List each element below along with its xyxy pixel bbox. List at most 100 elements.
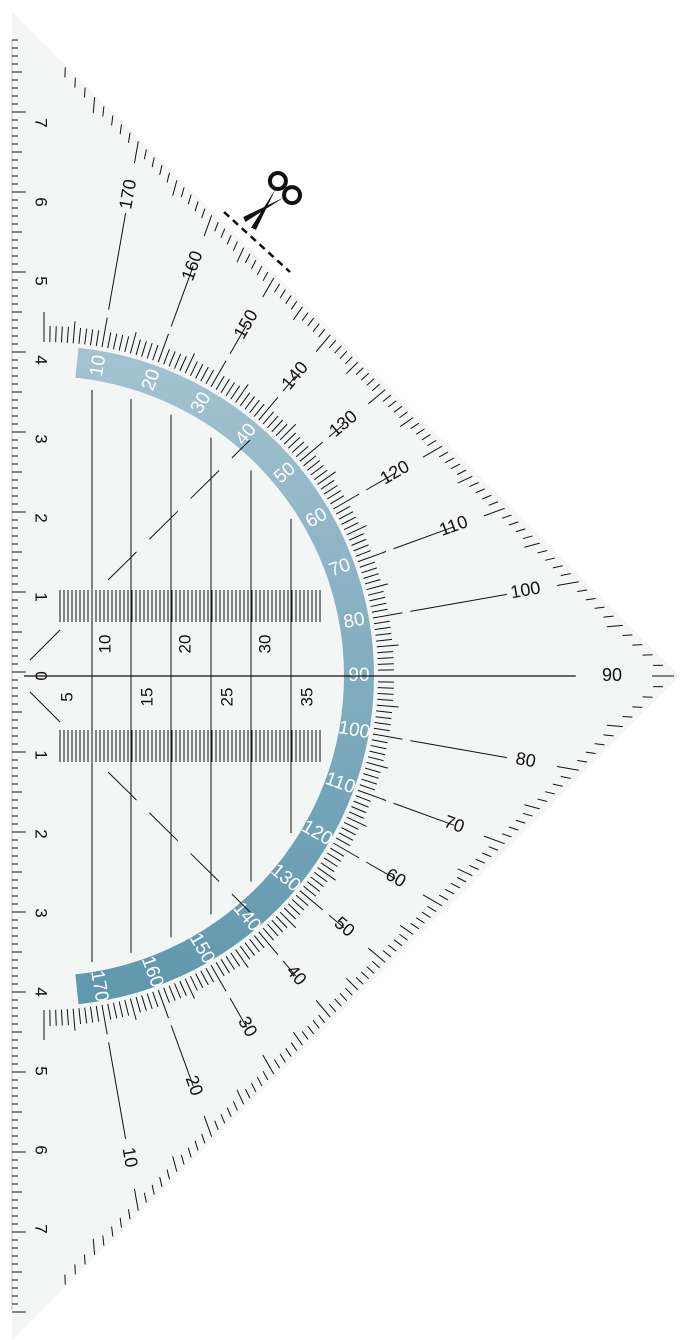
outer-tick (334, 998, 342, 1007)
guide-short (29, 629, 61, 661)
outer-tick (415, 917, 425, 924)
grid-label-top: 10 (95, 635, 114, 654)
ring-tick (84, 1007, 88, 1024)
ring-tick (66, 1009, 69, 1026)
degree-line (108, 213, 127, 310)
outer-tick (318, 1014, 326, 1024)
outer-tick (457, 868, 473, 877)
ring-tick (101, 1004, 108, 1035)
degree-line (229, 324, 248, 355)
outer-tick (483, 507, 505, 517)
ring-tick (357, 551, 387, 563)
ring-tick (303, 455, 317, 467)
ring-tick (244, 396, 256, 410)
ring-tick (359, 561, 376, 568)
outer-tick (285, 295, 292, 305)
ring-tick (174, 353, 182, 369)
ring-tick (351, 806, 367, 814)
ring-tick (291, 441, 305, 453)
outer-tick (524, 542, 540, 548)
ring-tick (195, 363, 204, 379)
ring-tick (303, 885, 317, 897)
outer-tick (180, 1154, 185, 1165)
ring-tick (363, 773, 379, 779)
degree-line (170, 265, 194, 327)
outer-tick (111, 1226, 114, 1237)
ring-tick (152, 991, 159, 1008)
outer-tick (315, 334, 331, 352)
ring-tick (343, 522, 359, 531)
ring-tick (295, 894, 309, 906)
outer-tick (187, 1147, 192, 1158)
ring-tick (210, 360, 227, 387)
ring-tick (377, 657, 394, 660)
ring-tick (370, 602, 387, 608)
ring-tick (168, 351, 176, 367)
ruler-label: 1 (32, 592, 51, 601)
ruler-label: 6 (32, 197, 51, 206)
outer-tick (250, 1082, 257, 1093)
ring-tick (372, 612, 403, 619)
grid-lines (11, 39, 575, 1313)
ring-tick (230, 952, 241, 967)
outer-tick (361, 971, 370, 980)
ring-tick (287, 436, 301, 449)
outer-tick (508, 826, 519, 831)
outer-tick (127, 132, 131, 143)
outer-tick (560, 775, 571, 779)
outer-tick (545, 557, 555, 561)
outer-tick (346, 978, 359, 991)
ring-tick (72, 1008, 76, 1031)
ring-tick (146, 342, 153, 359)
outer-tick (481, 852, 492, 858)
ring-tick (253, 935, 265, 949)
ring-tick (359, 784, 376, 791)
outer-tick (585, 751, 596, 755)
ring-tick (287, 903, 301, 916)
outer-tick (622, 634, 633, 637)
grid-label-top: 20 (175, 635, 194, 654)
outer-tick (410, 422, 420, 430)
degree-line (410, 740, 507, 759)
ring-tick (275, 423, 288, 437)
grid-label-bottom: 5 (57, 692, 76, 701)
band-label: 80 (342, 609, 366, 633)
outer-tick (220, 228, 226, 239)
ring-tick (353, 800, 369, 808)
outer-tick (274, 1059, 281, 1069)
ring-tick (118, 1001, 124, 1018)
outer-tick (388, 400, 397, 408)
outer-tick (475, 488, 486, 494)
outer-tick (382, 950, 392, 958)
degree-line (393, 526, 455, 550)
ring-tick (179, 980, 187, 996)
outer-tick (388, 944, 397, 952)
ruler-label: 7 (32, 118, 51, 127)
ring-tick (330, 495, 345, 505)
outer-tick (312, 1020, 320, 1029)
outer-tick (201, 1133, 206, 1144)
outer-tick (102, 1235, 105, 1246)
ring-tick (195, 973, 204, 989)
outer-tick (236, 247, 245, 263)
ring-tick (262, 411, 274, 425)
ring-tick (249, 938, 260, 953)
outer-tick (371, 960, 381, 969)
outer-tick (339, 350, 348, 359)
ring-tick (377, 698, 394, 701)
ring-tick (348, 811, 364, 819)
ring-tick (295, 446, 309, 458)
outer-tick (301, 312, 309, 321)
outer-tick (422, 894, 443, 907)
outer-tick (603, 734, 614, 737)
outer-tick (594, 743, 605, 746)
ring-tick (369, 750, 386, 756)
outer-tick (508, 521, 519, 526)
ring-tick (163, 349, 170, 365)
outer-tick (355, 976, 364, 985)
ring-tick (89, 1006, 94, 1023)
ring-tick (184, 978, 195, 999)
ring-tick (357, 789, 387, 801)
ring-tick (355, 550, 371, 557)
